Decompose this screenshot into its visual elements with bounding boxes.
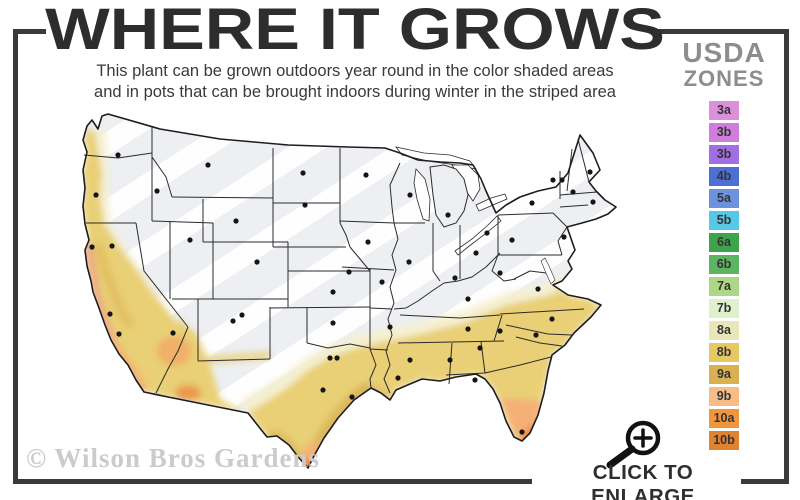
- city-dot: [473, 250, 479, 256]
- legend-zone-swatch: 10b: [709, 431, 739, 450]
- city-dot: [387, 324, 393, 330]
- us-grow-zone-map[interactable]: [48, 103, 668, 483]
- city-dot: [445, 212, 451, 218]
- legend-title-line2: ZONES: [683, 66, 765, 92]
- frame-bottom-left-segment: [13, 479, 532, 484]
- lake-erie: [454, 215, 502, 256]
- frame-top-left-segment: [13, 29, 46, 34]
- city-dot: [334, 355, 340, 361]
- city-dot: [550, 177, 556, 183]
- city-dot: [561, 234, 567, 240]
- city-dot: [346, 269, 352, 275]
- city-dot: [93, 192, 99, 198]
- legend-zone-swatch: 3b: [709, 123, 739, 142]
- city-dot: [302, 202, 308, 208]
- legend-zone-swatch: 4b: [709, 167, 739, 186]
- subtitle-line-2: and in pots that can be brought indoors …: [94, 83, 616, 101]
- lake-michigan: [413, 168, 431, 222]
- city-dot: [379, 279, 385, 285]
- city-dot: [239, 312, 245, 318]
- city-dot: [170, 330, 176, 336]
- legend-zone-swatch: 3a: [709, 101, 739, 120]
- city-dot: [447, 357, 453, 363]
- city-dot: [327, 355, 333, 361]
- city-dots-layer: [89, 152, 596, 435]
- city-dot: [407, 192, 413, 198]
- michigan-mitten: [429, 164, 469, 228]
- city-dot: [533, 332, 539, 338]
- legend-zone-swatch: 8b: [709, 343, 739, 362]
- city-dot: [452, 275, 458, 281]
- city-dot: [407, 357, 413, 363]
- city-dot: [320, 387, 326, 393]
- city-dot: [406, 259, 412, 265]
- legend-zone-list: 3a 3b 3b 4b 5a 5b 6a 6b 7a 7b 8a 8b 9a 9b 10a 10b: [658, 101, 790, 453]
- city-dot: [154, 188, 160, 194]
- city-dot: [477, 345, 483, 351]
- city-dot: [230, 318, 236, 324]
- city-dot: [497, 270, 503, 276]
- city-dot: [365, 239, 371, 245]
- subtitle-line-1: This plant can be grown outdoors year ro…: [96, 62, 614, 80]
- frame-top-right-segment: [655, 29, 789, 34]
- city-dot: [349, 394, 355, 400]
- legend-zone-swatch: 6a: [709, 233, 739, 252]
- city-dot: [529, 200, 535, 206]
- city-dot: [116, 331, 122, 337]
- city-dot: [587, 169, 593, 175]
- city-dot: [89, 244, 95, 250]
- legend-zone-swatch: 9a: [709, 365, 739, 384]
- legend-zone-swatch: 5b: [709, 211, 739, 230]
- state-borders: [83, 127, 598, 394]
- city-dot: [107, 311, 113, 317]
- city-dot: [472, 377, 478, 383]
- city-dot: [109, 243, 115, 249]
- legend-zone-swatch: 8a: [709, 321, 739, 340]
- subtitle: This plant can be grown outdoors year ro…: [60, 61, 650, 103]
- usda-zones-legend-title: USDA ZONES: [658, 37, 790, 92]
- city-dot: [187, 237, 193, 243]
- city-dot: [590, 199, 596, 205]
- city-dot: [519, 429, 525, 435]
- city-dot: [549, 316, 555, 322]
- legend-zone-swatch: 3b: [709, 145, 739, 164]
- city-dot: [395, 375, 401, 381]
- city-dot: [465, 326, 471, 332]
- legend-zone-swatch: 7a: [709, 277, 739, 296]
- map-fill-layers: [83, 114, 616, 468]
- city-dot: [330, 320, 336, 326]
- page-title: WHERE IT GROWS: [45, 0, 665, 62]
- legend-zone-swatch: 9b: [709, 387, 739, 406]
- city-dot: [233, 218, 239, 224]
- legend-zone-swatch: 10a: [709, 409, 739, 428]
- city-dot: [484, 230, 490, 236]
- frame-right: [784, 29, 789, 484]
- city-dot: [465, 296, 471, 302]
- legend-title-line1: USDA: [682, 37, 766, 68]
- city-dot: [509, 237, 515, 243]
- city-dot: [115, 152, 121, 158]
- frame-left: [13, 29, 18, 484]
- legend-zone-swatch: 5a: [709, 189, 739, 208]
- city-dot: [363, 172, 369, 178]
- click-to-enlarge-label[interactable]: CLICK TO ENLARGE: [591, 461, 695, 500]
- city-dot: [559, 177, 565, 183]
- city-dot: [300, 170, 306, 176]
- frame-bottom-right-segment: [741, 479, 789, 484]
- city-dot: [570, 189, 576, 195]
- city-dot: [497, 328, 503, 334]
- city-dot: [254, 259, 260, 265]
- city-dot: [330, 289, 336, 295]
- magnifier-plus-icon[interactable]: [598, 412, 668, 470]
- legend-zone-swatch: 6b: [709, 255, 739, 274]
- city-dot: [535, 286, 541, 292]
- legend-zone-swatch: 7b: [709, 299, 739, 318]
- city-dot: [205, 162, 211, 168]
- watermark: © Wilson Bros Gardens: [26, 443, 320, 473]
